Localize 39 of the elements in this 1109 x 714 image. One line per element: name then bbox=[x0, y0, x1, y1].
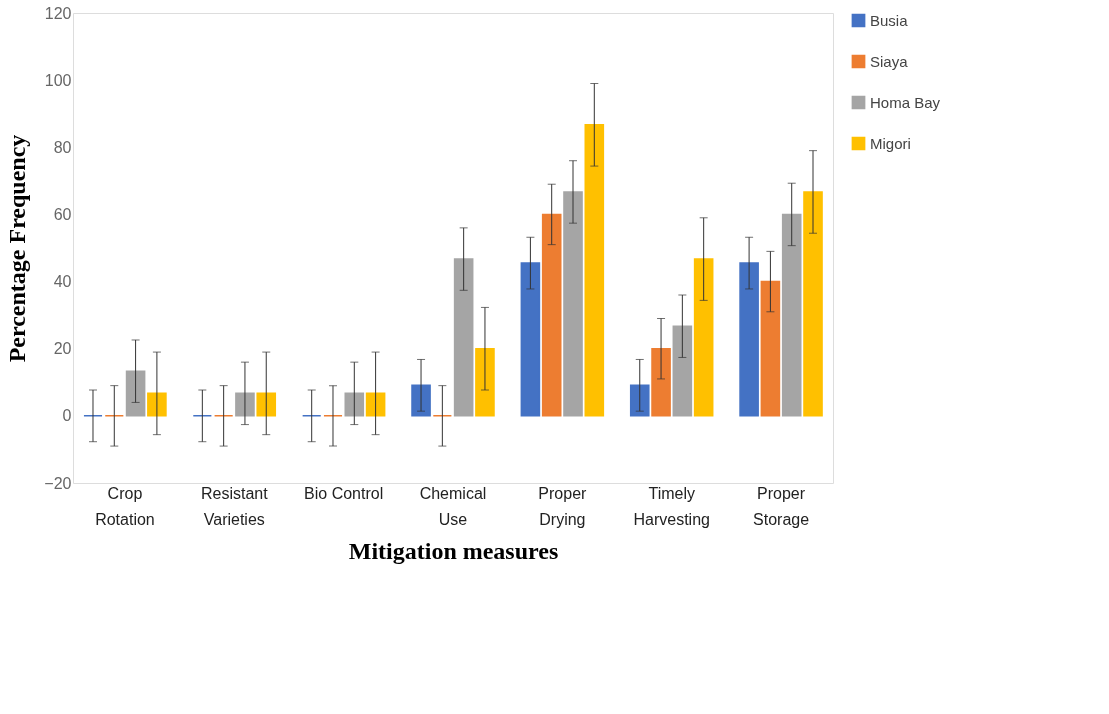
y-tick-label: 40 bbox=[53, 273, 72, 291]
bar bbox=[760, 280, 781, 417]
y-tick-label: −20 bbox=[44, 474, 72, 492]
y-tick-label: 80 bbox=[53, 138, 72, 156]
legend-label: Siaya bbox=[870, 52, 909, 70]
bar bbox=[651, 347, 671, 417]
bar bbox=[541, 213, 562, 417]
x-tick-label: Bio Control bbox=[304, 484, 384, 502]
y-tick-label: 120 bbox=[44, 4, 72, 22]
y-axis-title: Percentage Frequency bbox=[4, 134, 31, 363]
bar bbox=[629, 384, 650, 417]
y-tick-label: 20 bbox=[53, 340, 72, 358]
y-tick-label: 100 bbox=[44, 71, 72, 89]
legend-label: Busia bbox=[870, 11, 909, 29]
bar bbox=[453, 258, 474, 417]
bar bbox=[584, 124, 605, 417]
bar bbox=[256, 392, 277, 417]
x-tick-label: Crop Rotation bbox=[95, 484, 155, 528]
y-tick-label: 0 bbox=[62, 407, 72, 425]
bar bbox=[475, 347, 495, 417]
bar bbox=[125, 370, 146, 417]
legend-label: Migori bbox=[870, 134, 911, 152]
x-tick-label: Chemical Use bbox=[419, 484, 487, 528]
bar bbox=[365, 392, 386, 417]
bar bbox=[672, 325, 693, 417]
bar bbox=[344, 392, 365, 417]
bar bbox=[739, 262, 759, 417]
legend-label: Homa Bay bbox=[870, 93, 941, 111]
y-tick-label: 60 bbox=[53, 205, 72, 223]
x-tick-label: Resistant Varieties bbox=[200, 484, 269, 528]
bar bbox=[803, 191, 823, 417]
x-tick-label: Proper Storage bbox=[753, 484, 810, 528]
bar bbox=[563, 191, 583, 417]
bar bbox=[520, 262, 541, 417]
x-axis-title: Mitigation measures bbox=[348, 537, 559, 564]
x-tick-label: Proper Drying bbox=[538, 484, 588, 528]
bar bbox=[693, 258, 714, 417]
bar bbox=[781, 213, 802, 417]
x-tick-label: Timely Harvesting bbox=[633, 484, 710, 528]
